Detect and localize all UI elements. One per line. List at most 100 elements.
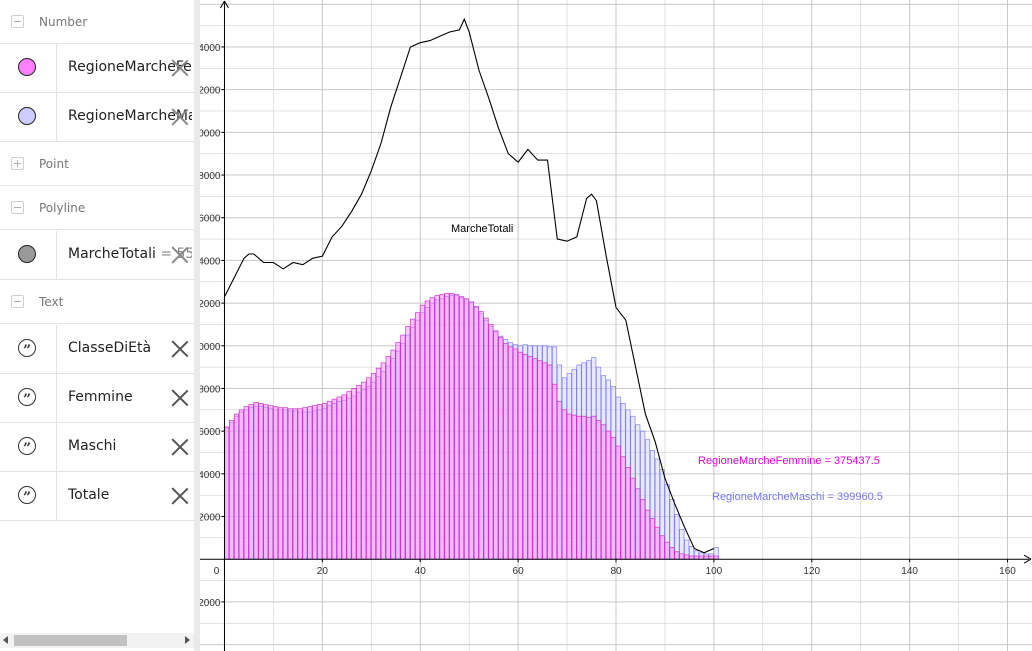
collapse-icon[interactable]	[11, 201, 24, 214]
bar-femmine	[586, 416, 592, 560]
visibility-toggle[interactable]: ”	[0, 325, 57, 373]
group-header-number[interactable]: Number	[0, 0, 194, 44]
scroll-left-icon[interactable]	[3, 636, 8, 644]
bar-femmine	[483, 317, 489, 560]
item-equals: =	[155, 246, 177, 262]
x-tick-label: 100	[706, 566, 723, 577]
y-tick-label: 14000	[200, 256, 221, 267]
x-tick-label: 20	[317, 566, 329, 577]
bar-femmine	[312, 405, 318, 560]
x-tick-label: 120	[803, 566, 820, 577]
quote-icon[interactable]: ”	[18, 339, 36, 359]
bar-femmine	[307, 406, 313, 560]
x-tick-label: 40	[415, 566, 427, 577]
bar-femmine	[351, 388, 357, 560]
collapse-icon[interactable]	[11, 295, 24, 308]
bar-femmine	[674, 551, 680, 560]
bar-femmine	[581, 415, 587, 560]
scroll-right-icon[interactable]	[185, 636, 190, 644]
algebra-item-text4[interactable]: ” Totale	[0, 472, 194, 521]
delete-icon[interactable]	[171, 340, 189, 358]
quote-icon[interactable]: ”	[18, 486, 36, 506]
algebra-item-marche-totali[interactable]: MarcheTotali = 5567	[0, 231, 194, 280]
algebra-item-text1[interactable]: ” ClasseDiEtà	[0, 325, 194, 374]
bar-femmine	[645, 509, 651, 560]
delete-icon[interactable]	[171, 246, 189, 264]
bar-femmine	[552, 383, 558, 560]
visibility-toggle[interactable]	[0, 93, 57, 141]
bar-femmine	[620, 456, 626, 560]
y-tick-label: -2000	[200, 598, 221, 609]
bar-femmine	[331, 398, 337, 560]
item-name[interactable]: Femmine	[68, 389, 133, 405]
bar-femmine	[610, 437, 616, 560]
item-name[interactable]: RegioneMarcheFemmine	[68, 59, 192, 75]
y-tick-label: 2000	[200, 513, 221, 524]
bar-femmine	[439, 294, 445, 560]
horizontal-scrollbar[interactable]	[0, 633, 194, 648]
y-tick-label: 10000	[200, 342, 221, 353]
color-dot-icon[interactable]	[18, 58, 36, 76]
y-axis-arrow-icon	[220, 0, 229, 9]
item-name[interactable]: Maschi	[68, 438, 117, 454]
visibility-toggle[interactable]	[0, 44, 57, 92]
algebra-item-maschi-sum[interactable]: RegioneMarcheMaschi	[0, 93, 194, 142]
bar-femmine	[488, 324, 494, 560]
color-dot-icon[interactable]	[18, 245, 36, 263]
label-marche-totali[interactable]: MarcheTotali	[451, 223, 513, 235]
bar-femmine	[561, 409, 567, 560]
bar-femmine	[576, 415, 582, 560]
view-splitter[interactable]	[194, 0, 200, 651]
collapse-icon[interactable]	[11, 15, 24, 28]
algebra-item-femmine-sum[interactable]: RegioneMarcheFemmine	[0, 44, 194, 93]
bar-femmine	[600, 424, 607, 560]
delete-icon[interactable]	[171, 59, 189, 77]
bar-femmine	[571, 414, 577, 560]
bar-femmine	[297, 408, 303, 560]
bar-femmine	[282, 407, 288, 560]
bar-femmine	[507, 346, 514, 560]
algebra-item-text2[interactable]: ” Femmine	[0, 374, 194, 423]
bar-femmine	[326, 400, 333, 560]
bar-femmine	[233, 413, 240, 560]
quote-icon[interactable]: ”	[18, 388, 36, 408]
delete-icon[interactable]	[171, 108, 189, 126]
expand-icon[interactable]	[11, 157, 24, 170]
x-tick-label: 80	[610, 566, 622, 577]
visibility-toggle[interactable]: ”	[0, 423, 57, 471]
bar-femmine	[679, 553, 685, 560]
bar-femmine	[361, 381, 367, 560]
bar-femmine	[419, 304, 425, 560]
item-name[interactable]: ClasseDiEtà	[68, 340, 152, 356]
label-maschi-sum[interactable]: RegioneMarcheMaschi = 399960.5	[712, 491, 883, 503]
group-header-point[interactable]: Point	[0, 142, 194, 186]
bar-femmine	[605, 430, 611, 560]
bar-femmine	[493, 330, 499, 560]
group-header-text[interactable]: Text	[0, 280, 194, 324]
bar-femmine	[224, 426, 230, 560]
bar-femmine	[566, 413, 572, 560]
delete-icon[interactable]	[171, 389, 189, 407]
item-name[interactable]: RegioneMarcheMaschi	[68, 108, 192, 124]
group-label: Number	[39, 14, 88, 29]
visibility-toggle[interactable]: ”	[0, 472, 57, 520]
label-femmine-sum[interactable]: RegioneMarcheFemmine = 375437.5	[698, 455, 880, 467]
item-name[interactable]: Totale	[68, 487, 110, 503]
delete-icon[interactable]	[171, 438, 189, 456]
group-label: Point	[39, 156, 69, 171]
group-header-polyline[interactable]: Polyline	[0, 186, 194, 230]
x-tick-label: 160	[999, 566, 1016, 577]
bar-femmine	[370, 373, 377, 560]
delete-icon[interactable]	[171, 487, 189, 505]
bar-femmine	[390, 349, 396, 560]
algebra-item-text3[interactable]: ” Maschi	[0, 423, 194, 472]
bar-femmine	[473, 305, 479, 560]
quote-icon[interactable]: ”	[18, 437, 36, 457]
scroll-thumb[interactable]	[14, 635, 127, 646]
color-dot-icon[interactable]	[18, 107, 36, 125]
visibility-toggle[interactable]	[0, 231, 57, 279]
visibility-toggle[interactable]: ”	[0, 374, 57, 422]
series-marche-totali-line[interactable]	[224, 17, 715, 554]
graphics-view[interactable]: 0 20 40 60 80 100 120 140 160 -2000 2000 4000 6000 80…	[200, 0, 1032, 651]
bar-femmine	[366, 377, 372, 560]
